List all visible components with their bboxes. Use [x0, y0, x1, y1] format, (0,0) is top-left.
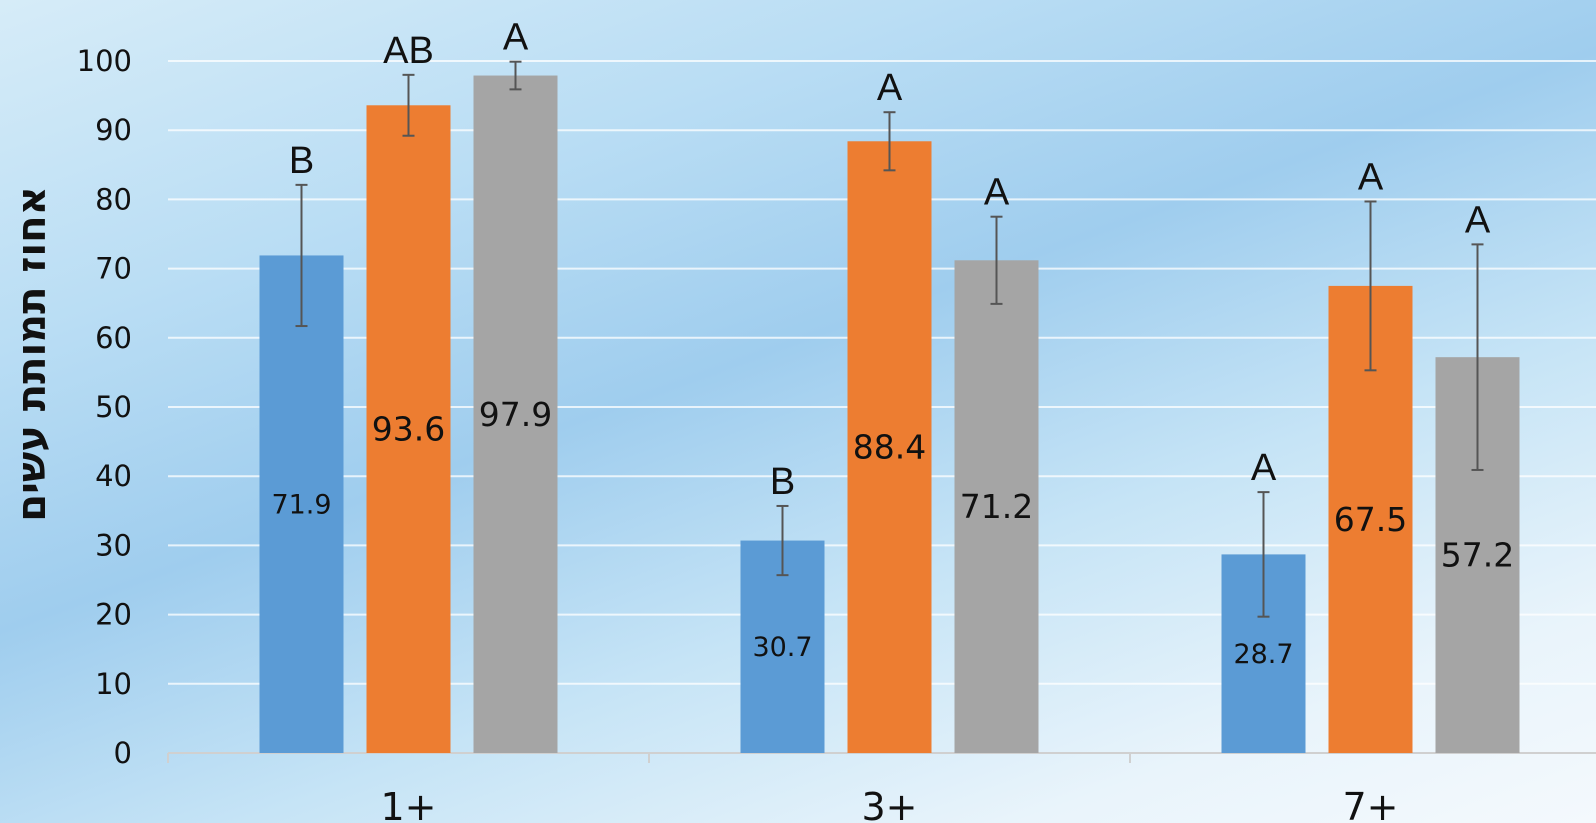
bar	[473, 75, 558, 754]
y-tick-label: 10	[95, 667, 132, 701]
bar	[259, 255, 344, 753]
significance-label: A	[503, 17, 529, 59]
bars	[259, 60, 1520, 754]
significance-label: A	[1465, 199, 1491, 241]
significance-label: B	[289, 140, 314, 182]
bar	[847, 141, 932, 754]
data-label: 67.5	[1334, 500, 1407, 539]
y-tick-label: 20	[95, 598, 132, 632]
x-category-label: 7+	[1342, 785, 1398, 823]
y-axis-title: אחוז תמותת עשים	[9, 186, 55, 521]
data-label: 71.9	[271, 490, 331, 521]
data-label: 93.6	[372, 410, 445, 449]
y-tick-label: 80	[95, 182, 132, 216]
y-tick-label: 40	[95, 459, 132, 493]
significance-label: A	[1251, 447, 1277, 489]
y-tick-label: 30	[95, 528, 132, 562]
data-label: 30.7	[752, 632, 812, 663]
labels: 01020304050607080901001+71.9B93.6AB97.9A…	[77, 17, 1515, 823]
axes	[167, 752, 1596, 763]
y-tick-label: 100	[77, 44, 132, 78]
y-tick-label: 50	[95, 390, 132, 424]
y-tick-label: 60	[95, 321, 132, 355]
data-label: 97.9	[479, 395, 552, 434]
significance-label: A	[877, 67, 903, 109]
significance-label: AB	[383, 30, 434, 72]
bar	[366, 105, 451, 753]
data-label: 88.4	[853, 428, 926, 467]
y-tick-label: 0	[114, 736, 132, 770]
x-category-label: 1+	[380, 785, 436, 823]
significance-label: A	[1358, 156, 1384, 198]
bar	[954, 260, 1039, 753]
significance-label: A	[984, 172, 1010, 214]
significance-label: B	[770, 461, 795, 503]
y-tick-label: 70	[95, 252, 132, 286]
x-category-label: 3+	[861, 785, 917, 823]
data-label: 57.2	[1441, 536, 1514, 575]
data-label: 28.7	[1233, 639, 1293, 670]
y-tick-label: 90	[95, 113, 132, 147]
data-label: 71.2	[960, 487, 1033, 526]
